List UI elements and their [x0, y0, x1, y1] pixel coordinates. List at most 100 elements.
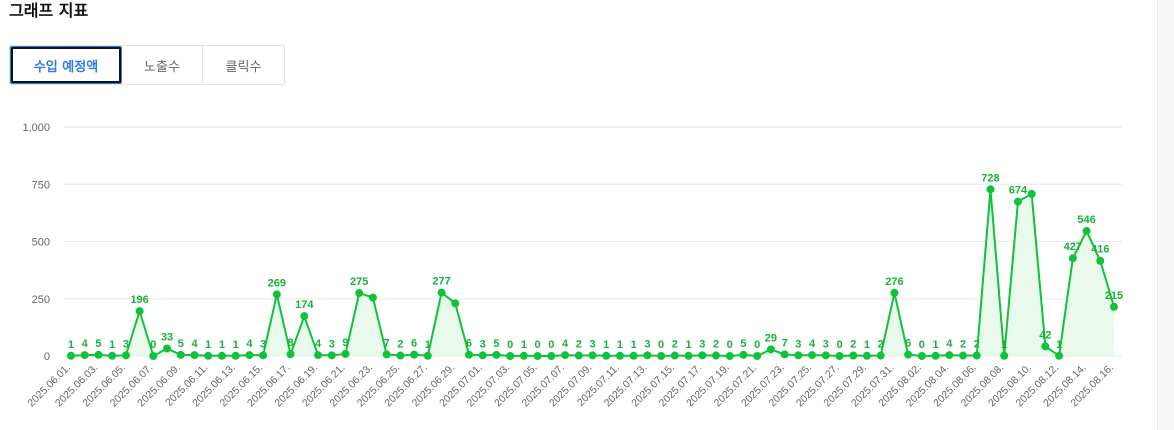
y-tick-label: 750 — [32, 179, 50, 191]
data-point — [1041, 342, 1050, 351]
data-label: 3 — [329, 338, 335, 350]
data-point — [314, 351, 323, 360]
data-point — [917, 352, 926, 360]
data-label: 3 — [823, 338, 829, 350]
data-point — [506, 352, 515, 360]
data-label: 174 — [295, 299, 314, 311]
data-label: 3 — [480, 338, 486, 350]
vertical-scrollbar[interactable] — [1157, 0, 1174, 430]
data-label: 0 — [507, 339, 513, 351]
data-label: 0 — [150, 339, 156, 351]
data-point — [464, 350, 473, 359]
data-point — [382, 350, 391, 359]
data-label: 5 — [493, 338, 499, 350]
data-label: 2 — [850, 339, 856, 351]
tab-clicks[interactable]: 클릭수 — [203, 46, 284, 84]
data-point — [217, 351, 226, 360]
data-point — [355, 289, 364, 298]
data-point — [739, 350, 748, 359]
data-label: 1 — [617, 339, 623, 351]
tab-impressions[interactable]: 노출수 — [122, 46, 203, 84]
data-label: 2 — [960, 339, 966, 351]
data-point — [547, 352, 556, 360]
data-label: 0 — [548, 339, 554, 351]
data-point — [204, 351, 213, 360]
data-label: 0 — [754, 339, 760, 351]
data-label: 277 — [432, 276, 450, 288]
metric-tabs: 수입 예정액 노출수 클릭수 — [9, 45, 285, 85]
y-tick-label: 0 — [44, 351, 50, 363]
data-point — [368, 293, 377, 302]
data-point — [1027, 189, 1036, 198]
data-label: 4 — [562, 338, 569, 350]
data-point — [519, 351, 528, 360]
data-point — [588, 351, 597, 360]
data-point — [698, 351, 707, 360]
data-point — [876, 351, 885, 360]
data-point — [1082, 226, 1091, 235]
data-label: 5 — [95, 338, 101, 350]
data-point — [1013, 197, 1022, 206]
data-point — [478, 351, 487, 360]
section-title: 그래프 지표 — [9, 1, 89, 20]
data-label: 1 — [233, 339, 239, 351]
data-label: 1 — [425, 339, 431, 351]
y-tick-label: 250 — [32, 294, 50, 306]
data-label: 275 — [350, 276, 368, 288]
data-point — [149, 352, 158, 360]
data-point — [259, 351, 268, 360]
data-label: 2 — [576, 339, 582, 351]
series-area — [71, 189, 1114, 356]
data-point — [959, 351, 968, 360]
data-point — [492, 350, 501, 359]
data-point — [300, 312, 309, 321]
data-point — [849, 351, 858, 360]
data-label: 7 — [782, 337, 788, 349]
data-label: 269 — [268, 277, 286, 289]
data-point — [766, 345, 775, 354]
data-label: 0 — [658, 339, 664, 351]
data-point — [135, 307, 144, 316]
data-label: 3 — [699, 338, 705, 350]
data-point — [657, 352, 666, 360]
tab-expected-revenue[interactable]: 수입 예정액 — [10, 46, 122, 84]
data-point — [945, 351, 954, 360]
data-point — [437, 288, 446, 297]
data-label: 3 — [795, 338, 801, 350]
data-label: 4 — [809, 338, 816, 350]
data-label: 1 — [68, 339, 74, 351]
data-point — [163, 344, 172, 353]
data-point — [574, 351, 583, 360]
data-label: 0 — [919, 339, 925, 351]
data-point — [451, 299, 460, 308]
data-label: 5 — [178, 338, 184, 350]
data-label: 2 — [713, 339, 719, 351]
data-label: 1 — [219, 339, 225, 351]
data-point — [423, 351, 432, 360]
data-label: 728 — [981, 172, 999, 184]
data-label: 0 — [535, 339, 541, 351]
data-point — [821, 351, 830, 360]
data-point — [561, 351, 570, 360]
data-point — [1055, 351, 1064, 360]
data-point — [286, 350, 295, 359]
data-label: 1 — [1001, 339, 1007, 351]
data-label: 2 — [878, 339, 884, 351]
data-label: 276 — [885, 276, 903, 288]
data-point — [629, 351, 638, 360]
data-point — [753, 352, 762, 360]
data-label: 6 — [466, 338, 472, 350]
data-point — [1000, 351, 1009, 360]
data-label: 42 — [1039, 329, 1051, 341]
data-point — [231, 351, 240, 360]
data-point — [931, 351, 940, 360]
data-label: 1 — [1056, 339, 1062, 351]
data-label: 4 — [315, 338, 322, 350]
data-point — [615, 351, 624, 360]
data-label: 5 — [740, 338, 746, 350]
data-point — [684, 351, 693, 360]
data-point — [780, 350, 789, 359]
data-point — [176, 350, 185, 359]
data-label: 3 — [123, 338, 129, 350]
data-label: 29 — [765, 332, 777, 344]
